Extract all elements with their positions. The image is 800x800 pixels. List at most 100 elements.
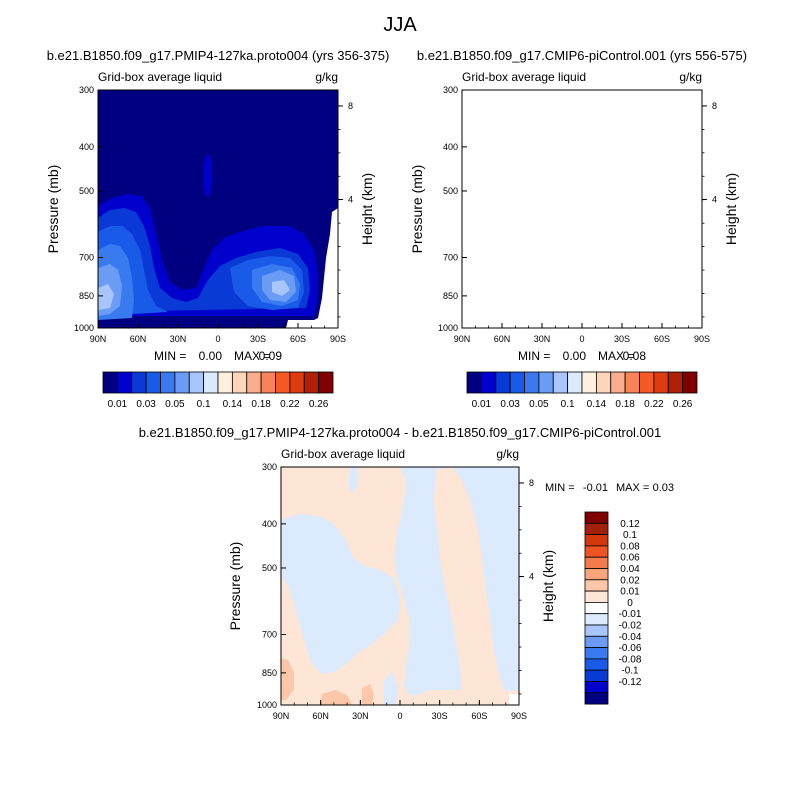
panel-1-colorbar-label: 0.1 (197, 399, 211, 410)
panel-1-variable: Grid-box average liquid (98, 70, 222, 84)
panel-3-ytick-label: 300 (262, 462, 277, 472)
panel-2-ytick-label: 500 (443, 186, 458, 196)
panel-3-xtick-label: 0 (397, 711, 402, 721)
panel-3-colorbar-label: 0.12 (620, 519, 640, 530)
panel-2-colorbar-cell (682, 371, 698, 394)
panel-1-ytick-label: 400 (79, 142, 94, 152)
panel-1-xtick-label: 90S (330, 334, 346, 344)
panel-1-contour-level-3 (98, 226, 304, 316)
panel-3-colorbar-cell (584, 635, 609, 648)
panel-2-y2label: Height (km) (723, 173, 739, 245)
panel-1-y2label: Height (km) (359, 173, 375, 245)
panel-2-colorbar-cell (524, 371, 540, 394)
panel-2-ytick-label: 850 (443, 291, 458, 301)
panel-3-colorbar-label: -0.12 (619, 677, 642, 688)
panel-3-colorbar-cell (584, 602, 609, 615)
panel-1-xtick-label: 90N (90, 334, 107, 344)
panel-2: b.e21.B1850.f09_g17.CMIP6-piControl.001 … (409, 48, 747, 410)
panel-2-colorbar-label: 0.14 (587, 399, 607, 410)
panel-3-colorbar-cell (584, 613, 609, 626)
panel-1-min-value: 0.00 (199, 349, 223, 363)
panel-3-ytick-label: 850 (262, 668, 277, 678)
panel-1-colorbar: 0.01 0.03 0.05 0.1 0.14 0.18 0.22 0.26 (102, 371, 334, 410)
panel-1-colorbar-label: 0.05 (165, 399, 185, 410)
panel-1-colorbar-cell (217, 371, 233, 394)
panel-3-colorbar-cell (584, 579, 609, 592)
panel-1-xtick-label: 60N (130, 334, 147, 344)
panel-2-xtick-label: 60N (494, 334, 511, 344)
panel-1-colorbar-cell (116, 371, 133, 394)
panel-3-xtick-label: 90N (273, 711, 290, 721)
panel-3-colorbar-label: 0.02 (620, 575, 640, 586)
panel-3-colorbar-label: -0.06 (619, 643, 642, 654)
panel-3-colorbar-label: 0 (627, 598, 633, 609)
panel-1-colorbar-cell (275, 371, 291, 394)
panel-2-ytick-label: 400 (443, 142, 458, 152)
panel-3-colorbar-cell (584, 669, 609, 682)
panel-3-title: b.e21.B1850.f09_g17.PMIP4-127ka.proto004… (139, 425, 662, 440)
panel-1-colorbar-cell (231, 371, 248, 394)
panel-3-contours (281, 467, 519, 705)
panel-1-colorbar-cell (188, 371, 205, 394)
panel-2-colorbar-cell (552, 371, 569, 394)
panel-2-xtick-label: 90N (454, 334, 471, 344)
panel-2-contour-level-6 (462, 286, 478, 310)
panel-3-colorbar-label: 0.04 (620, 564, 640, 575)
panel-3-colorbar: 0.120.10.080.060.040.020.010-0.01-0.02-0… (584, 511, 642, 705)
panel-1-stats: MIN = 0.00 MAX = 0.09 (154, 349, 282, 363)
panel-2-colorbar: 0.01 0.03 0.05 0.1 0.14 0.18 0.22 0.26 (466, 371, 698, 410)
panel-2-colorbar-cell (567, 371, 583, 394)
panel-3: b.e21.B1850.f09_g17.PMIP4-127ka.proto004… (139, 425, 674, 721)
panel-2-colorbar-label: 0.1 (561, 399, 575, 410)
panel-1-ytick-label: 850 (79, 291, 94, 301)
panel-2-variable: Grid-box average liquid (462, 70, 586, 84)
panel-1-contour-level-4 (98, 244, 300, 320)
panel-3-ytick-label: 1000 (257, 700, 277, 710)
panel-3-colorbar-cell (584, 590, 609, 603)
panel-1-colorbar-cell (203, 371, 219, 394)
panel-1-colorbar-cell (246, 371, 262, 394)
panel-3-contour-negative-upper (348, 467, 358, 494)
panel-2-colorbar-cell (509, 371, 525, 394)
panel-2-frame (461, 89, 703, 329)
panel-2-min-label: MIN = (518, 349, 550, 363)
panel-3-min-label: MIN = (545, 482, 575, 494)
panel-3-colorbar-cell (584, 556, 609, 569)
panel-1-title: b.e21.B1850.f09_g17.PMIP4-127ka.proto004… (47, 48, 390, 63)
panel-1-colorbar-cell (260, 371, 276, 394)
panel-3-colorbar-label: -0.08 (619, 654, 642, 665)
panel-1-xtick-label: 30N (170, 334, 187, 344)
panel-1-ytick-label: 500 (79, 186, 94, 196)
panel-3-xtick-label: 90S (511, 711, 527, 721)
panel-2-colorbar-label: 0.03 (500, 399, 520, 410)
panel-1-colorbar-cell (318, 371, 334, 394)
panel-1-colorbar-label: 0.18 (251, 399, 271, 410)
panel-1-min-label: MIN = (154, 349, 186, 363)
panel-2-ytick-label: 1000 (438, 323, 458, 333)
panel-1-colorbar-cell (160, 371, 176, 394)
panel-3-xtick-label: 30S (432, 711, 448, 721)
panel-3-colorbar-cell (584, 624, 609, 637)
panel-2-contour-level-5 (462, 266, 660, 316)
page-title: JJA (383, 14, 417, 36)
panel-2-colorbar-label: 0.26 (673, 399, 693, 410)
panel-3-colorbar-cell (584, 568, 609, 581)
panel-2-colorbar-cell (480, 371, 497, 394)
panel-3-variable: Grid-box average liquid (281, 447, 405, 461)
panel-3-contour-p02-north (281, 658, 294, 700)
panel-3-xtick-label: 60S (471, 711, 487, 721)
panel-2-stats: MIN = 0.00 MAX = 0.08 (518, 349, 646, 363)
panel-2-max-value: 0.08 (623, 349, 647, 363)
panel-1-xtick-label: 0 (215, 334, 220, 344)
panel-1-ytick-label: 1000 (74, 323, 94, 333)
panel-1-xtick-label: 60S (290, 334, 306, 344)
panel-3-ytick-label: 500 (262, 563, 277, 573)
panel-1-ytick-label: 300 (79, 85, 94, 95)
panel-2-colorbar-cell (495, 371, 511, 394)
panel-2-xtick-label: 0 (579, 334, 584, 344)
panel-2-colorbar-cell (639, 371, 655, 394)
panel-2-xtick-label: 30S (614, 334, 630, 344)
panel-2-contour-level-3 (462, 228, 668, 316)
panel-2-colorbar-label: 0.01 (472, 399, 492, 410)
